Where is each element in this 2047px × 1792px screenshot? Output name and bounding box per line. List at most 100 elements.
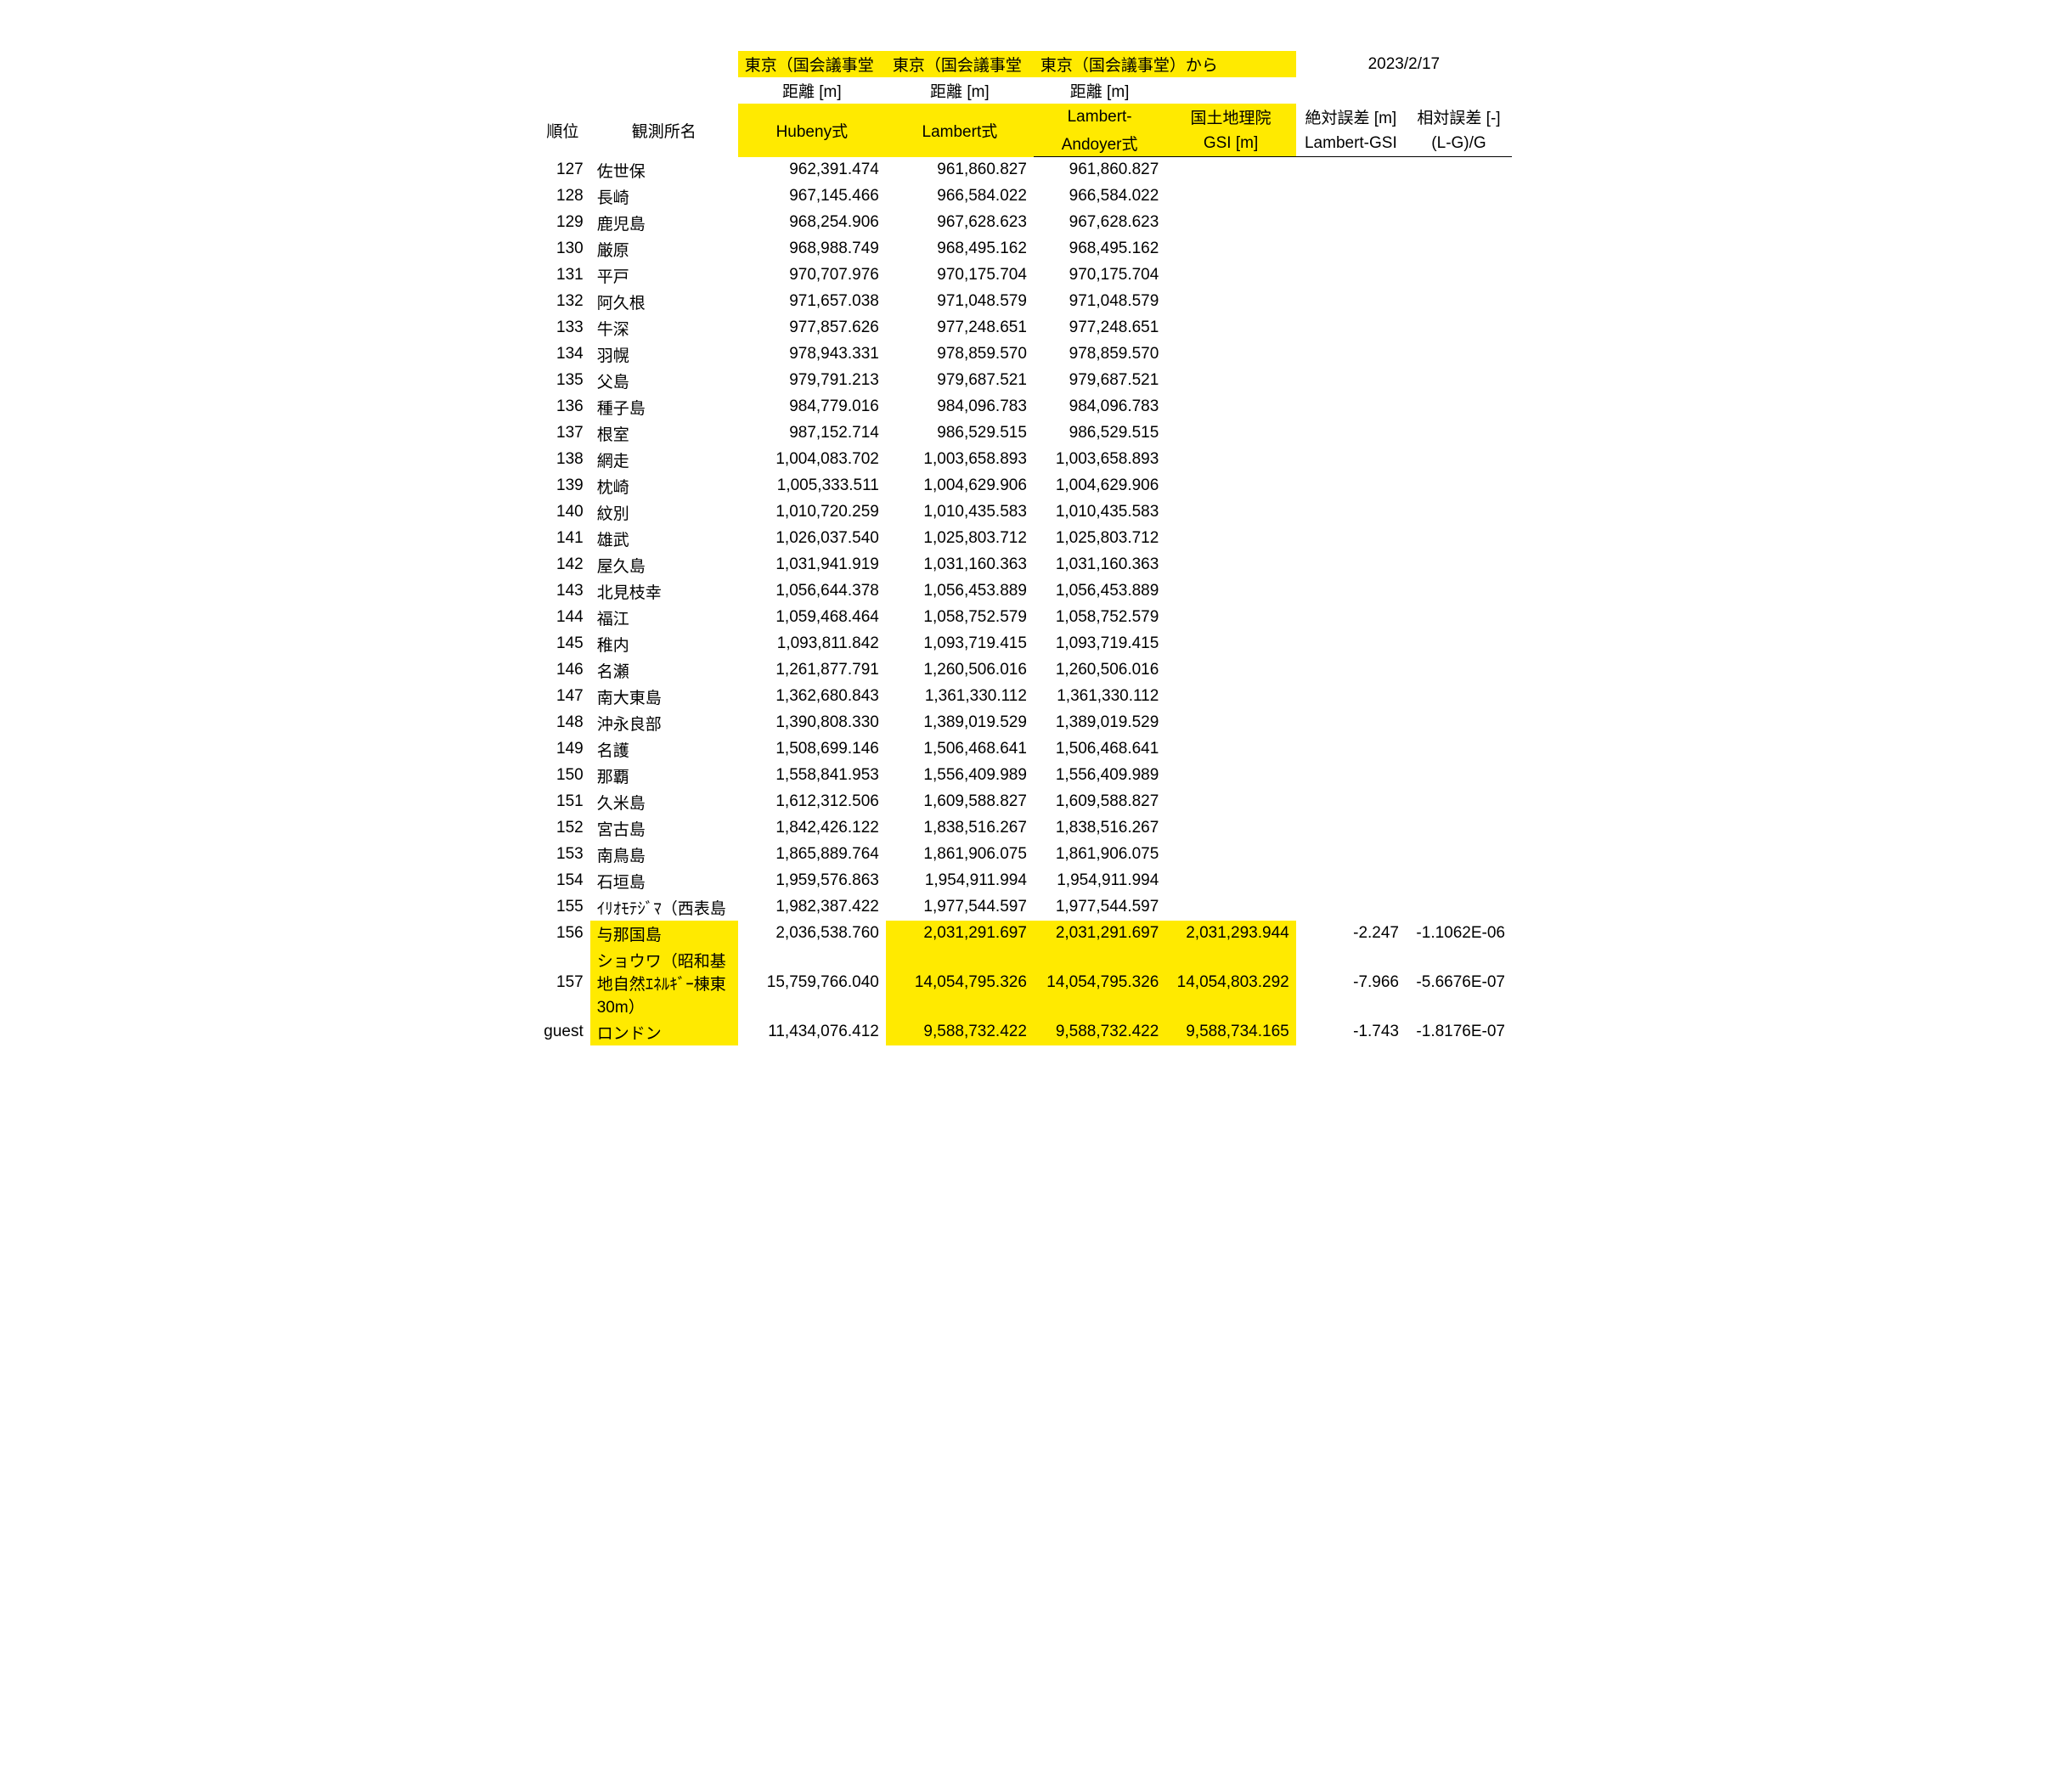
andoyer-cell: 961,860.827	[1034, 157, 1165, 183]
name-cell: 久米島	[590, 789, 738, 815]
rel-cell	[1406, 657, 1512, 684]
name-cell: 名瀬	[590, 657, 738, 684]
andoyer-cell: 1,838,516.267	[1034, 815, 1165, 842]
lambert-cell: 967,628.623	[886, 210, 1034, 236]
andoyer-cell: 14,054,795.326	[1034, 947, 1165, 1019]
abs-cell	[1296, 420, 1406, 447]
table-row: 143北見枝幸1,056,644.3781,056,453.8891,056,4…	[535, 578, 1512, 605]
header-row-2: 距離 [m] 距離 [m] 距離 [m]	[535, 77, 1512, 104]
name-cell: 父島	[590, 368, 738, 394]
andoyer-cell: 2,031,291.697	[1034, 921, 1165, 947]
gsi-cell	[1165, 420, 1295, 447]
rel-cell	[1406, 526, 1512, 552]
header-row-1: 東京（国会議事堂 東京（国会議事堂 東京（国会議事堂）から 2023/2/17	[535, 51, 1512, 77]
lambert-cell: 1,093,719.415	[886, 631, 1034, 657]
rel-cell	[1406, 394, 1512, 420]
andoyer-cell: 984,096.783	[1034, 394, 1165, 420]
lambert-cell: 977,248.651	[886, 315, 1034, 341]
rank-cell: 136	[535, 394, 590, 420]
col-name: 観測所名	[590, 104, 738, 157]
lambert-cell: 1,056,453.889	[886, 578, 1034, 605]
rank-cell: 135	[535, 368, 590, 394]
name-cell: 那覇	[590, 763, 738, 789]
hubeny-cell: 1,026,037.540	[738, 526, 886, 552]
distance-table-sheet: 東京（国会議事堂 東京（国会議事堂 東京（国会議事堂）から 2023/2/17 …	[535, 51, 1512, 1045]
col-rank: 順位	[535, 104, 590, 157]
table-row: 141雄武1,026,037.5401,025,803.7121,025,803…	[535, 526, 1512, 552]
hubeny-cell: 1,865,889.764	[738, 842, 886, 868]
name-cell: ｲﾘｵﾓﾃｼﾞﾏ（西表島	[590, 894, 738, 921]
hubeny-cell: 979,791.213	[738, 368, 886, 394]
table-row: 147南大東島1,362,680.8431,361,330.1121,361,3…	[535, 684, 1512, 710]
abs-cell	[1296, 289, 1406, 315]
abs-cell	[1296, 789, 1406, 815]
table-row: 127佐世保962,391.474961,860.827961,860.827	[535, 157, 1512, 183]
gsi-cell	[1165, 183, 1295, 210]
hubeny-cell: 2,036,538.760	[738, 921, 886, 947]
andoyer-cell: 966,584.022	[1034, 183, 1165, 210]
gsi-cell	[1165, 499, 1295, 526]
abs-cell	[1296, 473, 1406, 499]
hubeny-cell: 15,759,766.040	[738, 947, 886, 1019]
lambert-cell: 1,260,506.016	[886, 657, 1034, 684]
rank-cell: 143	[535, 578, 590, 605]
name-cell: 南鳥島	[590, 842, 738, 868]
hubeny-cell: 962,391.474	[738, 157, 886, 183]
header-row-3a: 順位 観測所名 Hubeny式 Lambert式 Lambert- 国土地理院 …	[535, 104, 1512, 130]
table-row: 139枕崎1,005,333.5111,004,629.9061,004,629…	[535, 473, 1512, 499]
lambert-cell: 2,031,291.697	[886, 921, 1034, 947]
abs-cell	[1296, 315, 1406, 341]
rel-cell	[1406, 736, 1512, 763]
abs-cell	[1296, 631, 1406, 657]
abs-cell	[1296, 605, 1406, 631]
name-cell: 南大東島	[590, 684, 738, 710]
hdr-distance-3: 距離 [m]	[1034, 77, 1165, 104]
hdr-tokyo-2: 東京（国会議事堂	[886, 51, 1034, 77]
gsi-cell: 2,031,293.944	[1165, 921, 1295, 947]
abs-cell	[1296, 526, 1406, 552]
rank-cell: 138	[535, 447, 590, 473]
hubeny-cell: 1,059,468.464	[738, 605, 886, 631]
table-row: 142屋久島1,031,941.9191,031,160.3631,031,16…	[535, 552, 1512, 578]
lambert-cell: 978,859.570	[886, 341, 1034, 368]
gsi-cell	[1165, 210, 1295, 236]
hubeny-cell: 977,857.626	[738, 315, 886, 341]
table-row: 146名瀬1,261,877.7911,260,506.0161,260,506…	[535, 657, 1512, 684]
table-row: 136種子島984,779.016984,096.783984,096.783	[535, 394, 1512, 420]
name-cell: 厳原	[590, 236, 738, 262]
col-gsi-2: GSI [m]	[1165, 130, 1295, 157]
name-cell: ロンドン	[590, 1019, 738, 1045]
abs-cell: -1.743	[1296, 1019, 1406, 1045]
gsi-cell	[1165, 657, 1295, 684]
hubeny-cell: 1,261,877.791	[738, 657, 886, 684]
rel-cell: -5.6676E-07	[1406, 947, 1512, 1019]
hubeny-cell: 970,707.976	[738, 262, 886, 289]
rank-cell: 134	[535, 341, 590, 368]
name-cell: 羽幌	[590, 341, 738, 368]
rel-cell	[1406, 368, 1512, 394]
abs-cell	[1296, 815, 1406, 842]
rank-cell: 149	[535, 736, 590, 763]
name-cell: 屋久島	[590, 552, 738, 578]
lambert-cell: 986,529.515	[886, 420, 1034, 447]
table-row: 155ｲﾘｵﾓﾃｼﾞﾏ（西表島1,982,387.4221,977,544.59…	[535, 894, 1512, 921]
name-cell: 与那国島	[590, 921, 738, 947]
rank-cell: 151	[535, 789, 590, 815]
hubeny-cell: 967,145.466	[738, 183, 886, 210]
gsi-cell	[1165, 552, 1295, 578]
rank-cell: 127	[535, 157, 590, 183]
rank-cell: 137	[535, 420, 590, 447]
rank-cell: 139	[535, 473, 590, 499]
rel-cell	[1406, 868, 1512, 894]
hubeny-cell: 1,004,083.702	[738, 447, 886, 473]
rel-cell	[1406, 420, 1512, 447]
lambert-cell: 1,058,752.579	[886, 605, 1034, 631]
hubeny-cell: 1,982,387.422	[738, 894, 886, 921]
table-row: 128長崎967,145.466966,584.022966,584.022	[535, 183, 1512, 210]
andoyer-cell: 1,361,330.112	[1034, 684, 1165, 710]
gsi-cell	[1165, 842, 1295, 868]
gsi-cell	[1165, 473, 1295, 499]
hubeny-cell: 1,362,680.843	[738, 684, 886, 710]
rank-cell: 141	[535, 526, 590, 552]
abs-cell	[1296, 763, 1406, 789]
